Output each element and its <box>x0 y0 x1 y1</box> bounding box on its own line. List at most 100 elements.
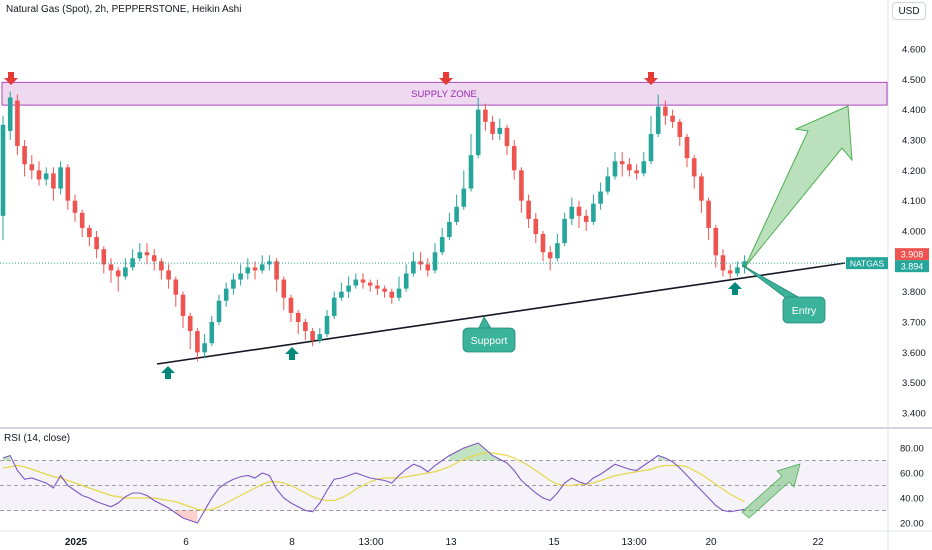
candle-body <box>555 243 560 259</box>
candle-body <box>7 97 13 131</box>
candle-body <box>382 288 387 292</box>
candle-body <box>454 206 459 222</box>
candle-body <box>684 136 690 159</box>
candle-body <box>691 158 697 177</box>
candle-body <box>252 267 258 271</box>
time-tick-label: 15 <box>548 537 560 548</box>
candle-body <box>634 170 639 174</box>
time-tick-label: 22 <box>812 537 824 548</box>
candle-body <box>432 252 438 271</box>
up-arrow-icon <box>728 282 742 295</box>
candle-body <box>166 270 171 280</box>
candle-body <box>339 291 344 298</box>
candle-body <box>310 331 315 341</box>
candle-body <box>475 109 481 156</box>
candle-body <box>303 322 308 332</box>
candle-body <box>72 200 78 213</box>
candle-body <box>324 315 330 335</box>
candle-body <box>389 291 395 298</box>
candle-body <box>706 200 711 228</box>
up-arrow-icon <box>161 366 175 379</box>
candle-body <box>187 315 193 332</box>
rsi-label: RSI (14, close) <box>4 433 71 444</box>
candle-body <box>411 261 416 274</box>
candle-body <box>468 155 474 189</box>
candle-body <box>547 252 553 259</box>
rsi-line <box>2 442 745 524</box>
candle-body <box>115 270 121 277</box>
candle-body <box>295 312 301 322</box>
candle-body <box>267 261 272 265</box>
candle-body <box>490 121 495 134</box>
candle-body <box>65 167 71 201</box>
time-tick-label: 13 <box>445 537 457 548</box>
candle-body <box>43 173 49 180</box>
price-tick-label: 4.300 <box>902 136 926 147</box>
candle-body <box>274 261 279 280</box>
candle-body <box>619 161 625 165</box>
candle-body <box>173 279 179 295</box>
candle-body <box>526 200 531 219</box>
candle-body <box>742 261 747 268</box>
support-trendline <box>156 262 846 365</box>
candle-body <box>648 133 654 162</box>
candle-body <box>288 297 294 313</box>
candle-body <box>0 124 6 216</box>
candle-body <box>598 191 603 204</box>
rsi-panel <box>0 442 888 524</box>
candle-body <box>245 267 251 274</box>
candle-body <box>101 249 107 265</box>
supply-zone: SUPPLY ZONE <box>1 81 888 106</box>
candle-body <box>22 146 27 165</box>
last-close-label-bg <box>895 260 929 273</box>
price-tick-label: 4.000 <box>902 227 926 238</box>
price-tick-label: 3.400 <box>902 409 926 420</box>
price-tick-label: 4.100 <box>902 196 926 207</box>
time-tick-label: 13:00 <box>358 537 383 548</box>
candle-body <box>195 331 200 353</box>
candle-body <box>403 273 409 289</box>
candle-body <box>540 234 546 253</box>
candle-body <box>447 221 452 238</box>
up-arrow-icon <box>285 347 299 360</box>
currency-button[interactable]: USD <box>892 2 926 20</box>
support-callout-box <box>462 327 516 353</box>
candle-body <box>677 121 683 137</box>
candle-body <box>151 255 157 262</box>
candle-body <box>519 170 524 201</box>
candle-body <box>497 127 503 134</box>
candle-body <box>713 227 719 256</box>
entry-callout-box <box>782 296 826 324</box>
price-tick-label: 4.400 <box>902 105 926 116</box>
candle-body <box>51 173 56 189</box>
candle-body <box>533 218 539 235</box>
candle-body <box>627 164 632 171</box>
candle-body <box>367 282 373 286</box>
candle-body <box>353 279 359 286</box>
candle-body <box>209 322 215 344</box>
candle-body <box>79 212 85 228</box>
rsi-oversold-fill <box>175 510 198 523</box>
annotations: Support Entry <box>4 72 853 379</box>
price-tick-label: 3.600 <box>902 348 926 359</box>
last-high-label: 3.908 <box>901 250 924 260</box>
price-tick-label: 4.600 <box>902 45 926 56</box>
axes: 4.6004.5004.4004.3004.2004.1004.0003.900… <box>0 45 929 548</box>
candle-body <box>670 115 675 122</box>
last-close-label: 3.894 <box>901 262 924 272</box>
support-callout-label: Support <box>471 335 508 347</box>
rsi-tick-label: 80.00 <box>900 444 924 455</box>
symbol-label-bg <box>846 257 888 270</box>
candle-body <box>216 300 222 322</box>
candle-body <box>144 252 150 256</box>
candle-body <box>231 279 236 289</box>
last-high-label-bg <box>895 248 929 261</box>
rsi-overbought-fill <box>449 443 500 461</box>
candle-body <box>87 227 92 238</box>
price-tick-label: 3.700 <box>902 318 926 329</box>
candles <box>0 91 747 362</box>
candle-body <box>223 288 229 301</box>
time-tick-label: 6 <box>183 537 189 548</box>
candle-body <box>699 176 704 201</box>
